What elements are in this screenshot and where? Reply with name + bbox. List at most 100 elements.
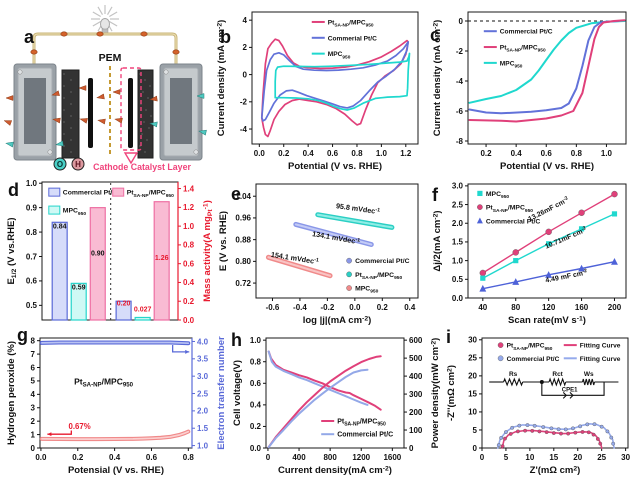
svg-text:500: 500 bbox=[409, 354, 423, 363]
panel-letter-h: h bbox=[231, 330, 242, 350]
svg-text:0.6: 0.6 bbox=[541, 149, 553, 158]
svg-text:Potential (V vs. RHE): Potential (V vs. RHE) bbox=[500, 161, 594, 172]
chart-svg-c: 0.2 0.4 0.6 0.8 1.0 0 -2 -4 -6 -8 Commercial Pt/C P… bbox=[432, 11, 627, 172]
svg-text:0.8: 0.8 bbox=[26, 228, 38, 237]
svg-text:Cell voltage(V): Cell voltage(V) bbox=[232, 360, 243, 426]
svg-text:20: 20 bbox=[573, 453, 582, 462]
svg-text:Commercial Pt/C: Commercial Pt/C bbox=[500, 29, 553, 36]
svg-text:200: 200 bbox=[608, 303, 622, 312]
cdl-scan-rate-chart: 40 80 120 160 200 0.0 0.5 1.0 1.5 2.0 2.5 3.0 MPC950… bbox=[430, 176, 636, 328]
svg-text:0.2: 0.2 bbox=[278, 149, 290, 158]
svg-text:Commerial Pt/C: Commerial Pt/C bbox=[328, 35, 377, 42]
svg-text:0.4: 0.4 bbox=[511, 149, 523, 158]
svg-text:-4: -4 bbox=[456, 77, 464, 86]
svg-text:3.0: 3.0 bbox=[197, 372, 209, 381]
svg-text:4.49 mF cm-2: 4.49 mF cm-2 bbox=[545, 268, 589, 285]
svg-text:400: 400 bbox=[409, 372, 423, 381]
svg-text:0.84: 0.84 bbox=[53, 223, 67, 230]
svg-text:0: 0 bbox=[473, 444, 478, 453]
svg-text:Potential (V vs. RHE): Potential (V vs. RHE) bbox=[288, 161, 382, 172]
svg-text:Commercial Pt/C: Commercial Pt/C bbox=[507, 356, 560, 363]
svg-text:PtSA-NP/MPC950: PtSA-NP/MPC950 bbox=[74, 376, 134, 388]
svg-text:0.2: 0.2 bbox=[250, 422, 262, 431]
tafel-chart: -0.6 -0.4 -0.2 0.0 0.2 0.4 0.72 0.80 0.88 0.96 1.0… bbox=[216, 176, 428, 328]
chart-svg-b: 0.0 0.2 0.4 0.6 0.8 1.0 1.2 -4 -2 0 2 4 PtSA-NP/MPC9… bbox=[216, 11, 419, 172]
svg-text:1.0: 1.0 bbox=[452, 256, 464, 265]
svg-text:MPC950: MPC950 bbox=[328, 51, 351, 60]
svg-text:0.90: 0.90 bbox=[91, 250, 105, 257]
svg-text:7: 7 bbox=[31, 350, 36, 359]
svg-text:5: 5 bbox=[504, 453, 509, 462]
svg-text:40: 40 bbox=[478, 303, 487, 312]
svg-text:1.5: 1.5 bbox=[197, 424, 209, 433]
svg-text:O: O bbox=[57, 160, 63, 169]
svg-text:5: 5 bbox=[31, 377, 36, 386]
nyquist-chart: 0 5 10 15 20 25 30 0 5 10 15 20 25 30 Rs Rct Ws CPE1 PtSA-… bbox=[444, 330, 636, 478]
svg-text:1.4: 1.4 bbox=[183, 184, 195, 193]
svg-text:10: 10 bbox=[468, 408, 477, 417]
equivalent-circuit-inset: Rs Rct Ws CPE1 bbox=[489, 371, 619, 399]
svg-text:H: H bbox=[75, 160, 81, 169]
svg-text:120: 120 bbox=[542, 303, 556, 312]
svg-text:MPC950: MPC950 bbox=[355, 286, 379, 295]
svg-text:25: 25 bbox=[597, 453, 606, 462]
svg-text:0.96: 0.96 bbox=[235, 214, 251, 223]
chart-svg-f: 40 80 120 160 200 0.0 0.5 1.0 1.5 2.0 2.5 3.0 MPC950… bbox=[432, 182, 627, 326]
svg-text:25: 25 bbox=[468, 354, 477, 363]
svg-text:MPC950: MPC950 bbox=[500, 60, 523, 69]
svg-text:PtSA-NP/MPC950: PtSA-NP/MPC950 bbox=[328, 19, 374, 28]
svg-text:0.20: 0.20 bbox=[117, 300, 131, 307]
chart-svg-i: 0 5 10 15 20 25 30 0 5 10 15 20 25 30 Rs Rct Ws CPE1 PtSA-… bbox=[446, 336, 631, 476]
svg-text:4.0: 4.0 bbox=[197, 337, 209, 346]
panel-letter-a: a bbox=[24, 27, 35, 47]
svg-text:10.71mF cm-2: 10.71mF cm-2 bbox=[544, 225, 589, 250]
svg-text:600: 600 bbox=[409, 336, 423, 345]
svg-text:Current density (mA cm-2): Current density (mA cm-2) bbox=[216, 20, 227, 137]
svg-text:-0.4: -0.4 bbox=[293, 303, 307, 312]
svg-text:0.5: 0.5 bbox=[26, 301, 38, 310]
svg-text:0.8: 0.8 bbox=[183, 241, 195, 250]
svg-text:0.6: 0.6 bbox=[146, 453, 158, 462]
svg-text:0.2: 0.2 bbox=[377, 303, 389, 312]
svg-text:E1/2 (V vs.RHE): E1/2 (V vs.RHE) bbox=[6, 217, 18, 284]
svg-text:0.0: 0.0 bbox=[250, 444, 262, 453]
svg-text:Current density (mA cm-2): Current density (mA cm-2) bbox=[432, 20, 443, 137]
svg-text:0: 0 bbox=[266, 453, 271, 462]
panel-letter-e: e bbox=[231, 184, 242, 204]
svg-text:400: 400 bbox=[292, 453, 306, 462]
svg-text:PtSA-NP/MPC950: PtSA-NP/MPC950 bbox=[337, 419, 386, 428]
svg-text:-8: -8 bbox=[456, 137, 464, 146]
svg-text:2: 2 bbox=[243, 43, 248, 52]
svg-text:0.2: 0.2 bbox=[183, 297, 195, 306]
svg-text:0.67%: 0.67% bbox=[69, 422, 91, 431]
svg-text:MPC950: MPC950 bbox=[63, 208, 87, 217]
svg-text:0.2: 0.2 bbox=[72, 453, 84, 462]
svg-text:0.9: 0.9 bbox=[26, 203, 38, 212]
svg-text:1.04: 1.04 bbox=[235, 192, 251, 201]
svg-text:Potensial (V vs. RHE): Potensial (V vs. RHE) bbox=[68, 465, 164, 476]
svg-text:0.72: 0.72 bbox=[235, 279, 251, 288]
svg-text:0: 0 bbox=[480, 453, 485, 462]
svg-text:PtSA-NP/MPC950: PtSA-NP/MPC950 bbox=[507, 343, 553, 352]
svg-text:PEM: PEM bbox=[99, 52, 122, 64]
svg-text:1: 1 bbox=[31, 430, 36, 439]
svg-text:0.80: 0.80 bbox=[235, 257, 251, 266]
svg-text:30: 30 bbox=[468, 336, 477, 345]
svg-text:2: 2 bbox=[31, 417, 36, 426]
schematic-svg: PEM Cathode Catalyst Layer O H bbox=[3, 5, 207, 172]
chart-svg-h: 0 400 800 1200 1600 0.0 0.2 0.4 0.6 0.8 1.0 0 100 200… bbox=[232, 336, 441, 476]
svg-text:20: 20 bbox=[468, 372, 477, 381]
panel-letter-f: f bbox=[432, 185, 438, 205]
svg-text:0.7: 0.7 bbox=[26, 252, 38, 261]
svg-text:8: 8 bbox=[31, 336, 36, 345]
svg-text:2.0: 2.0 bbox=[452, 219, 464, 228]
svg-text:Z'(mΩ cm2): Z'(mΩ cm2) bbox=[530, 465, 581, 476]
svg-text:5: 5 bbox=[473, 426, 478, 435]
lsv-chart: 0.2 0.4 0.6 0.8 1.0 0 -2 -4 -6 -8 Commercial Pt/C P… bbox=[430, 4, 636, 174]
svg-text:0.4: 0.4 bbox=[404, 303, 416, 312]
svg-text:0: 0 bbox=[459, 17, 464, 26]
svg-text:0.8: 0.8 bbox=[183, 453, 195, 462]
svg-text:-2: -2 bbox=[456, 47, 464, 56]
svg-text:0.6: 0.6 bbox=[183, 259, 195, 268]
